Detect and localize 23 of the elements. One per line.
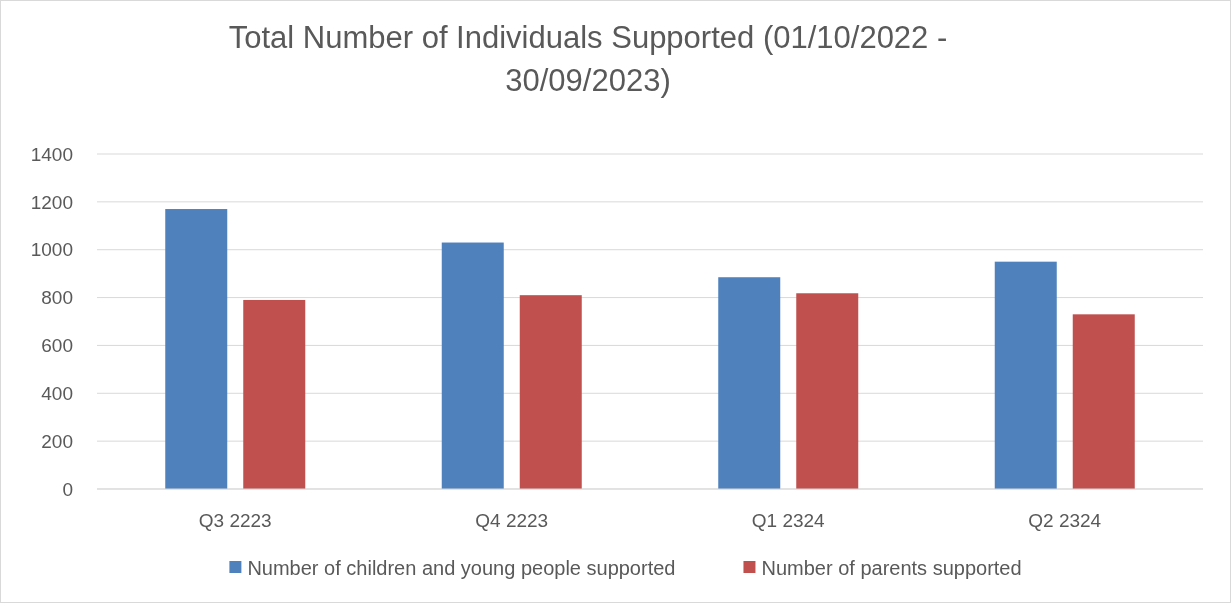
y-tick-label: 200 [41, 430, 73, 452]
chart-title: Total Number of Individuals Supported (01/10/2022 - 30/09/2023) [228, 20, 948, 98]
bar [718, 277, 781, 489]
y-tick-label: 0 [62, 478, 73, 500]
y-tick-label: 1000 [30, 239, 73, 261]
legend-label: Number of parents supported [761, 557, 1022, 579]
legend-label: Number of children and young people supported [247, 557, 676, 579]
x-tick-label: Q1 2324 [751, 510, 826, 531]
x-tick-label: Q2 2324 [1028, 510, 1102, 531]
bar [994, 261, 1057, 489]
bar [441, 242, 504, 489]
bar [796, 293, 859, 489]
x-tick-label: Q4 2223 [475, 510, 549, 531]
y-tick-label: 800 [41, 287, 73, 309]
y-tick-label: 1400 [30, 143, 73, 165]
bar [165, 209, 228, 489]
bar [243, 299, 306, 489]
y-tick-label: 1200 [30, 191, 73, 213]
y-tick-label: 400 [41, 382, 73, 404]
bar [519, 295, 582, 489]
bar [1072, 314, 1135, 489]
x-tick-label: Q3 2223 [198, 510, 272, 531]
y-tick-label: 600 [41, 335, 73, 357]
